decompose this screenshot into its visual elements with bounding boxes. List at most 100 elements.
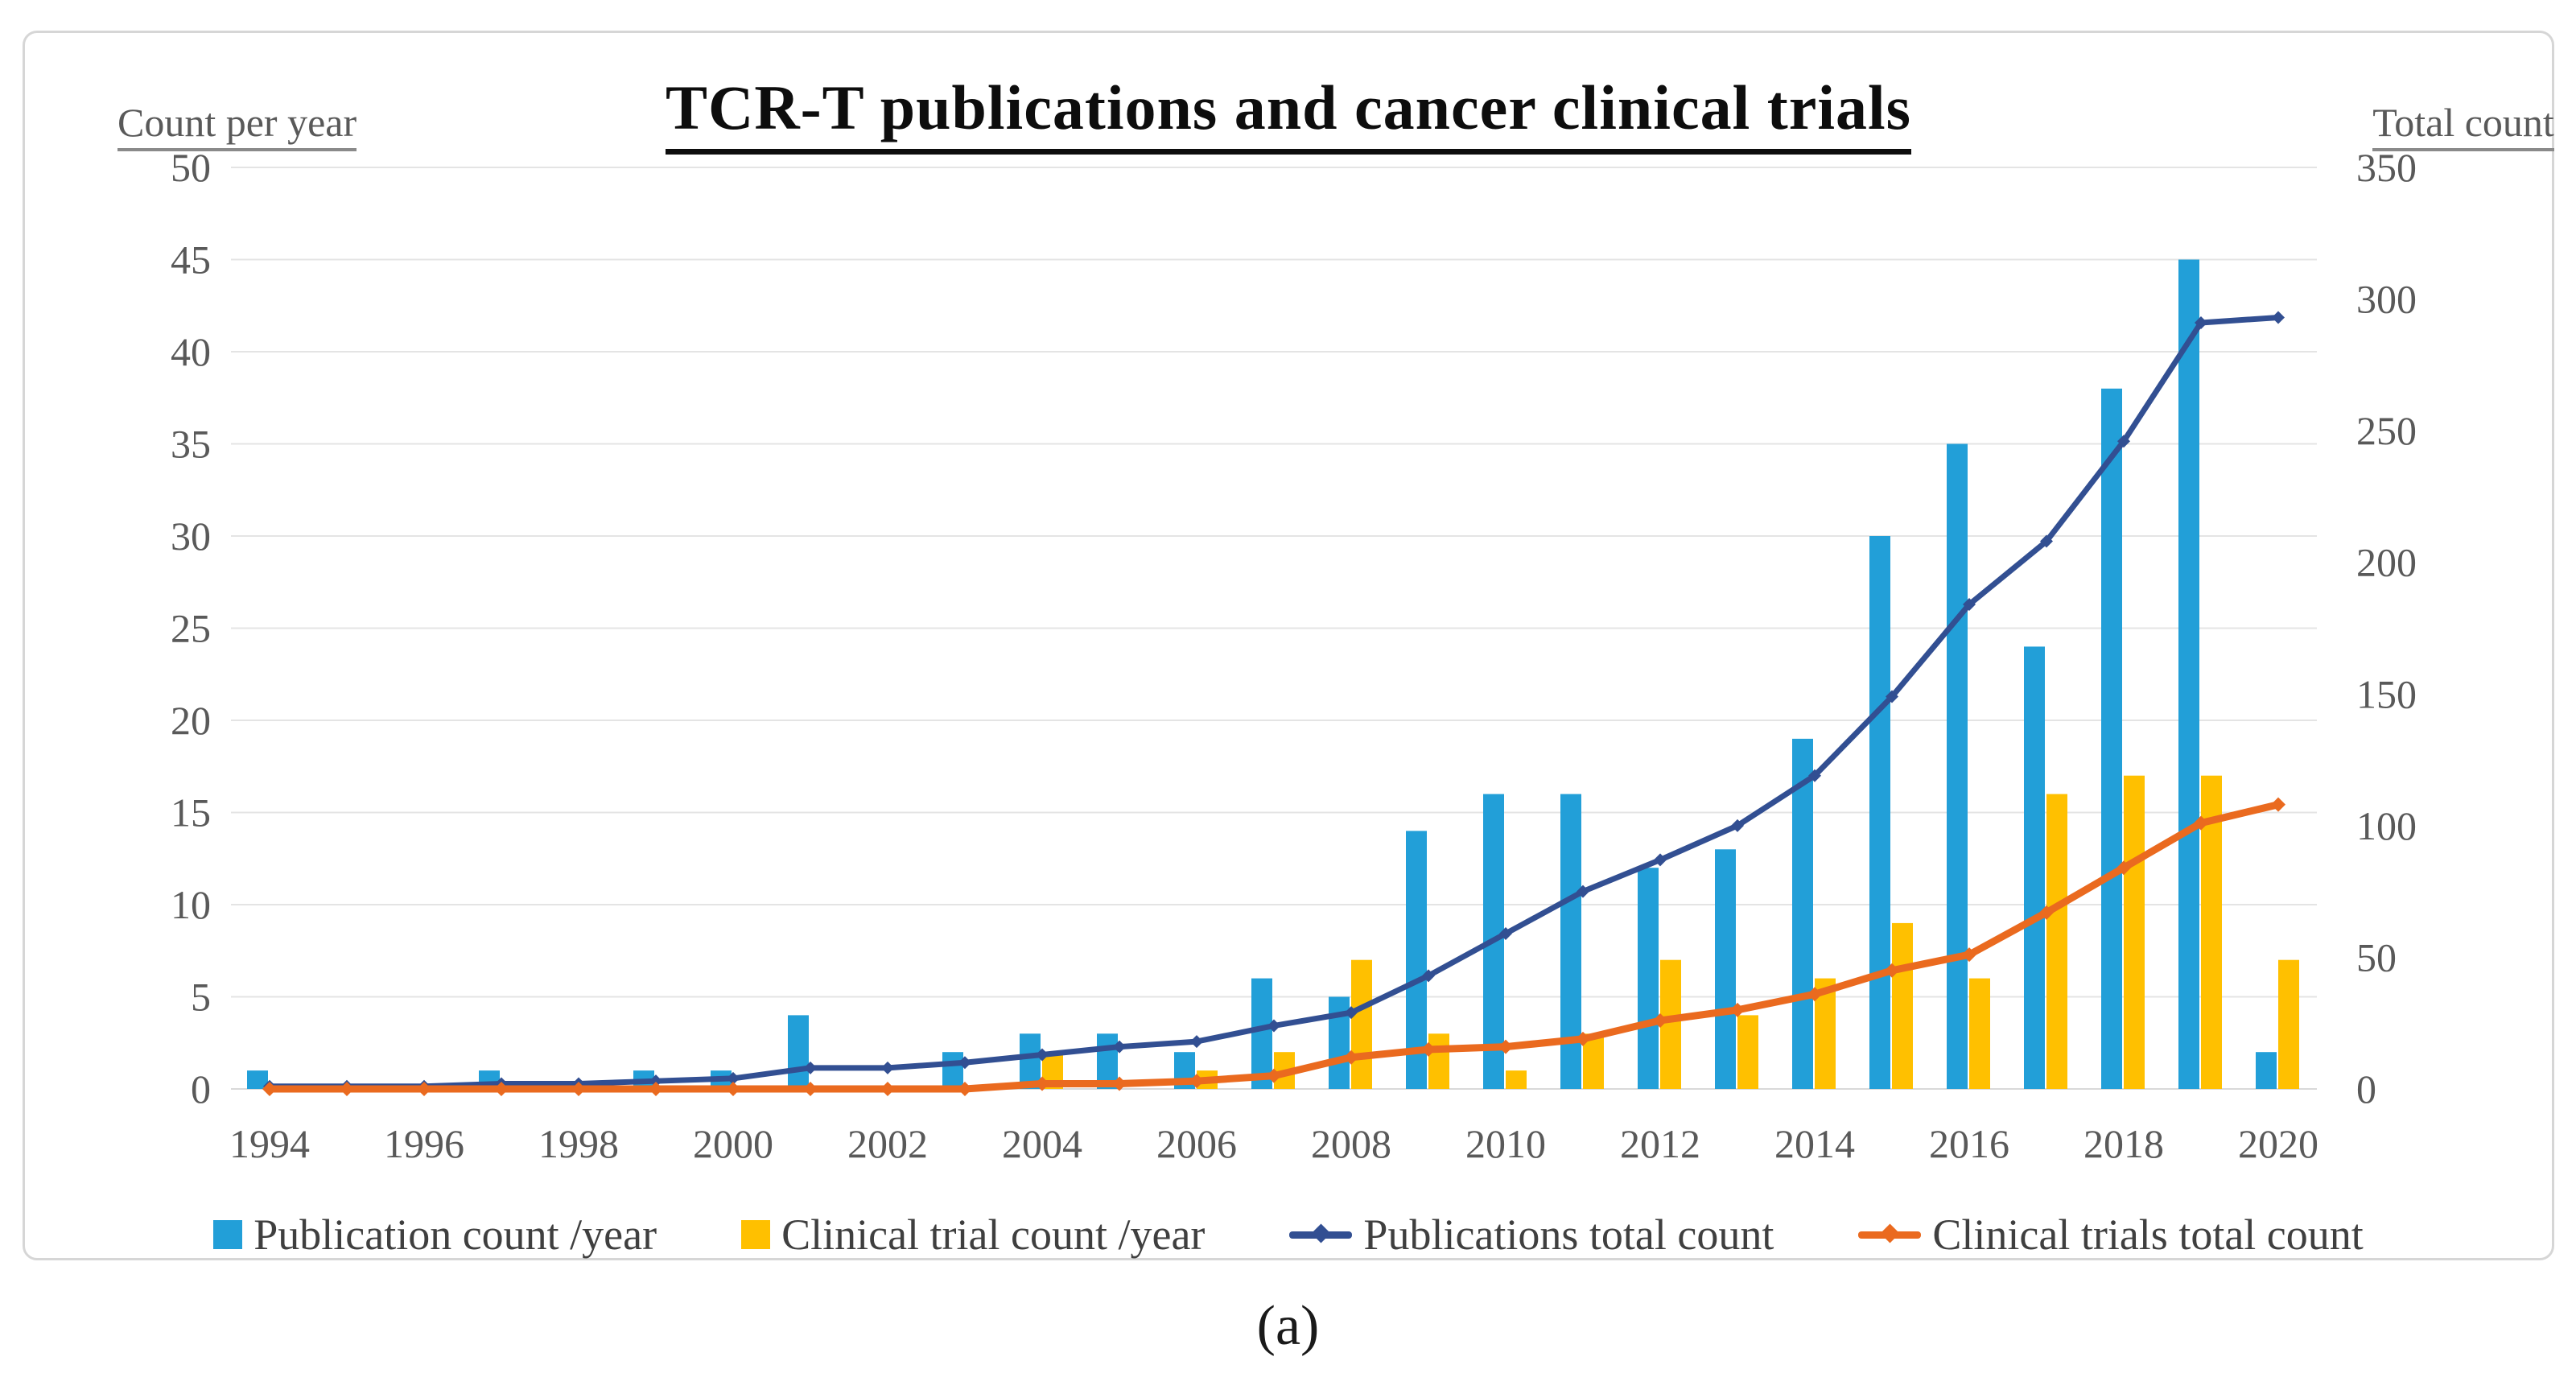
clinical-trials-total-point-1995	[340, 1082, 354, 1096]
bar-publications-2016	[1947, 443, 1968, 1089]
chart-title: TCR-T publications and cancer clinical t…	[25, 72, 2552, 155]
x-axis-year-label: 1994	[229, 1121, 310, 1166]
clinical-trials-total-point-2015	[1885, 963, 1899, 978]
clinical-trials-total-point-1997	[494, 1082, 509, 1096]
clinical-trials-total-point-2008	[1344, 1050, 1358, 1065]
left-axis-title-text: Count per year	[117, 100, 357, 151]
publication-bar-swatch-icon	[213, 1220, 243, 1249]
publications-total-point-2018	[2117, 435, 2130, 448]
legend-item-publication-count: Publication count /year	[213, 1210, 657, 1260]
publications-total-point-2007	[1267, 1019, 1280, 1033]
clinical-trials-total-point-2004	[1035, 1076, 1049, 1091]
right-axis-tick-label: 50	[2356, 934, 2397, 979]
legend-item-publications-total: Publications total count	[1289, 1210, 1774, 1260]
bar-clinical-trials-2015	[1892, 922, 1913, 1089]
legend-label: Clinical trial count /year	[781, 1210, 1206, 1259]
publications-total-point-2013	[1731, 819, 1744, 832]
x-axis-year-label: 1996	[384, 1121, 464, 1166]
bar-clinical-trials-2012	[1660, 959, 1681, 1089]
bar-clinical-trials-2016	[1969, 978, 1990, 1089]
bar-publications-2014	[1792, 738, 1813, 1089]
publications-total-point-2006	[1190, 1035, 1203, 1049]
clinical-trials-total-point-1998	[571, 1082, 586, 1096]
x-axis-year-label: 2020	[2238, 1121, 2318, 1166]
right-axis-title: Total count	[2343, 99, 2576, 151]
right-axis-tick-label: 350	[2356, 145, 2417, 190]
left-axis-tick-label: 25	[171, 606, 211, 651]
bar-publications-2017	[2024, 646, 2045, 1089]
clinical-trials-total-point-1999	[649, 1082, 663, 1096]
publications-total-point-2008	[1345, 1006, 1358, 1020]
x-axis-year-label: 2002	[847, 1121, 928, 1166]
right-axis-tick-label: 250	[2356, 408, 2417, 453]
clinical-trials-total-point-2019	[2194, 815, 2208, 831]
clinical-trials-total-point-2020	[2271, 797, 2285, 812]
right-axis-tick-label: 150	[2356, 671, 2417, 716]
publications-total-point-2012	[1654, 853, 1667, 867]
clinical-trials-total-point-2006	[1189, 1074, 1204, 1089]
clinical-trials-total-point-2017	[2039, 905, 2054, 920]
clinical-trials-total-point-2013	[1730, 1002, 1745, 1017]
right-axis-tick-label: 300	[2356, 277, 2417, 322]
x-axis-year-label: 2012	[1620, 1121, 1700, 1166]
bar-publications-2012	[1638, 868, 1659, 1089]
x-axis-year-label: 2004	[1002, 1121, 1082, 1166]
clinical-trials-total-point-2010	[1498, 1039, 1513, 1054]
bar-publications-2011	[1560, 794, 1581, 1089]
chart-legend: Publication count /year Clinical trial c…	[25, 1210, 2552, 1260]
right-axis-title-text: Total count	[2372, 100, 2554, 151]
bar-publications-2004	[1020, 1033, 1041, 1089]
left-axis-tick-label: 0	[191, 1066, 211, 1111]
bar-publications-2020	[2256, 1052, 2277, 1089]
bar-publications-2019	[2178, 259, 2199, 1089]
publications-total-point-2020	[2272, 311, 2285, 324]
bar-clinical-trials-2010	[1506, 1070, 1527, 1089]
bar-publications-2001	[788, 1015, 809, 1089]
clinical-trials-total-point-2007	[1267, 1068, 1281, 1083]
right-axis-tick-label: 200	[2356, 540, 2417, 585]
bar-clinical-trials-2019	[2201, 775, 2222, 1089]
legend-item-clinical-trial-count: Clinical trial count /year	[741, 1210, 1205, 1260]
chart-title-text: TCR-T publications and cancer clinical t…	[665, 72, 1912, 155]
publications-total-point-2015	[1886, 690, 1898, 703]
bar-publications-2015	[1869, 536, 1890, 1089]
left-axis-tick-label: 5	[191, 975, 211, 1020]
left-axis-tick-label: 30	[171, 513, 211, 559]
bar-publications-2007	[1251, 978, 1272, 1089]
clinical-trials-total-point-2001	[803, 1082, 818, 1096]
bar-clinical-trials-2020	[2278, 959, 2299, 1089]
clinical-trials-total-point-1996	[417, 1082, 431, 1096]
clinical-trials-total-point-2011	[1576, 1031, 1590, 1046]
publications-total-point-2003	[958, 1056, 971, 1070]
bar-publications-2003	[942, 1052, 963, 1089]
bar-clinical-trials-2008	[1351, 959, 1372, 1089]
publications-total-point-2014	[1808, 769, 1821, 782]
publications-total-point-1999	[649, 1074, 662, 1088]
right-axis-tick-label: 0	[2356, 1066, 2376, 1111]
right-axis-tick-label: 100	[2356, 803, 2417, 848]
publications-total-point-2011	[1577, 885, 1589, 898]
publications-total-point-2005	[1113, 1040, 1126, 1054]
clinical-trials-total-point-2018	[2116, 860, 2131, 876]
x-axis-year-label: 2016	[1929, 1121, 2009, 1166]
clinical-trials-total-point-1994	[262, 1082, 277, 1096]
publications-total-line-icon	[1289, 1223, 1353, 1243]
bar-publications-2018	[2101, 388, 2122, 1089]
x-axis-year-label: 2010	[1465, 1121, 1546, 1166]
left-axis-tick-label: 15	[171, 790, 211, 835]
left-axis-tick-label: 10	[171, 882, 211, 927]
publications-total-line	[266, 314, 2281, 1090]
x-axis-year-label: 2014	[1774, 1121, 1855, 1166]
publications-total-point-2016	[1963, 598, 1976, 612]
clinical-trials-total-line-icon	[1858, 1223, 1922, 1243]
publications-total-point-2010	[1499, 926, 1512, 940]
clinical-trials-total-point-2003	[958, 1082, 972, 1096]
clinical-trials-total-point-2000	[726, 1082, 740, 1096]
publications-total-point-2000	[727, 1071, 740, 1085]
left-axis-tick-label: 40	[171, 329, 211, 374]
bar-clinical-trials-2018	[2124, 775, 2145, 1089]
bar-clinical-trials-2017	[2046, 794, 2067, 1089]
publications-total-point-2017	[2040, 534, 2053, 548]
